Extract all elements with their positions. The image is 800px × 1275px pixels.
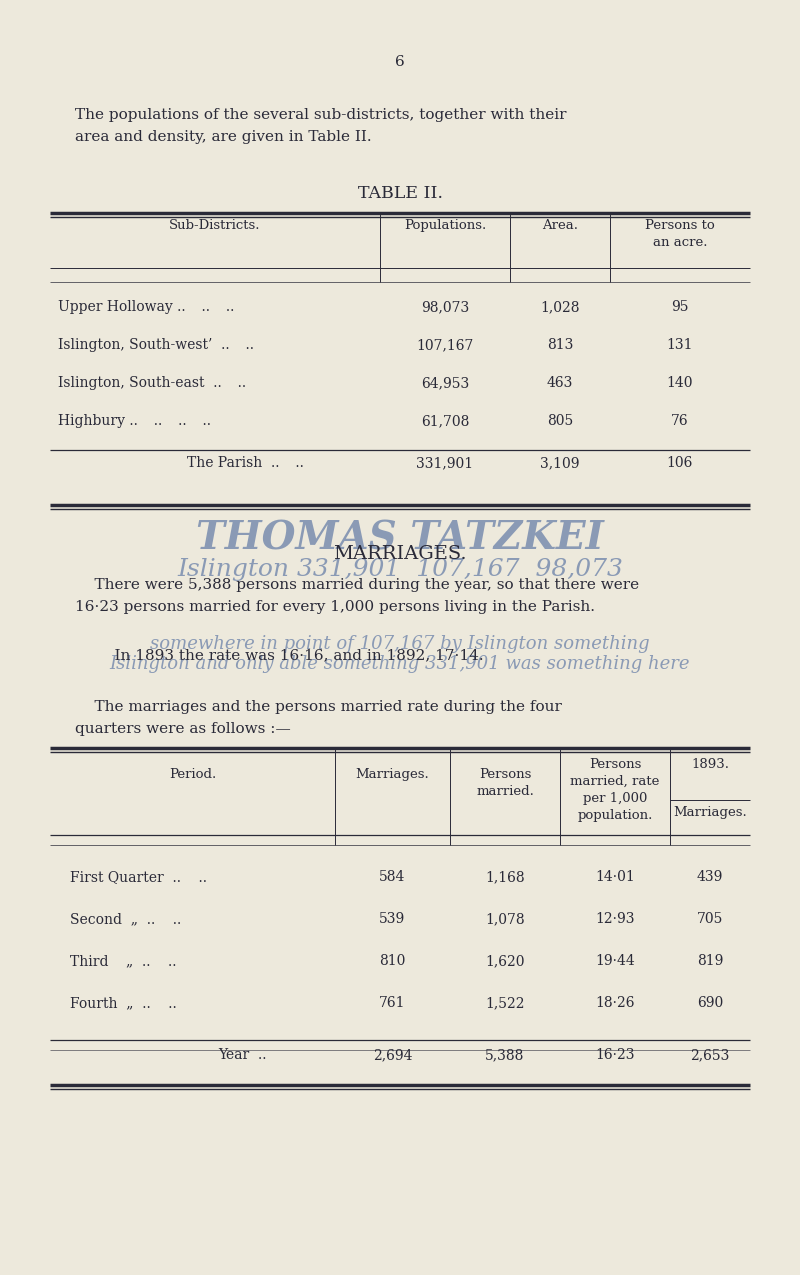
Text: 5,388: 5,388 (486, 1048, 525, 1062)
Text: Third    „  ..    ..: Third „ .. .. (70, 954, 177, 968)
Text: Upper Holloway ..    ..    ..: Upper Holloway .. .. .. (58, 300, 234, 314)
Text: 761: 761 (379, 996, 406, 1010)
Text: 19·44: 19·44 (595, 954, 635, 968)
Text: The Parish  ..    ..: The Parish .. .. (186, 456, 303, 470)
Text: In 1893 the rate was 16·16, and in 1892, 17·14.: In 1893 the rate was 16·16, and in 1892,… (95, 648, 484, 662)
Text: 584: 584 (379, 870, 406, 884)
Text: 1,620: 1,620 (486, 954, 525, 968)
Text: 1,522: 1,522 (486, 996, 525, 1010)
Text: 140: 140 (666, 376, 694, 390)
Text: Islington 331,901  107,167  98,073: Islington 331,901 107,167 98,073 (177, 558, 623, 581)
Text: Populations.: Populations. (404, 219, 486, 232)
Text: 805: 805 (547, 414, 573, 428)
Text: There were 5,388 persons married during the year, so that there were: There were 5,388 persons married during … (75, 578, 639, 592)
Text: TABLE II.: TABLE II. (358, 185, 442, 201)
Text: 819: 819 (697, 954, 723, 968)
Text: 2,694: 2,694 (373, 1048, 412, 1062)
Text: Persons to
an acre.: Persons to an acre. (645, 219, 715, 249)
Text: Marriages.: Marriages. (673, 806, 747, 819)
Text: 131: 131 (666, 338, 694, 352)
Text: Persons
married, rate
per 1,000
population.: Persons married, rate per 1,000 populati… (570, 759, 660, 822)
Text: Islington, South-east  ..    ..: Islington, South-east .. .. (58, 376, 246, 390)
Text: 107,167: 107,167 (416, 338, 474, 352)
Text: 61,708: 61,708 (421, 414, 469, 428)
Text: 705: 705 (697, 912, 723, 926)
Text: 12·93: 12·93 (595, 912, 634, 926)
Text: Islington, South-west’  ..    ..: Islington, South-west’ .. .. (58, 338, 254, 352)
Text: First Quarter  ..    ..: First Quarter .. .. (70, 870, 207, 884)
Text: 463: 463 (547, 376, 573, 390)
Text: Fourth  „  ..    ..: Fourth „ .. .. (70, 996, 177, 1010)
Text: THOMAS TATZKEI: THOMAS TATZKEI (196, 520, 604, 558)
Text: Area.: Area. (542, 219, 578, 232)
Text: 539: 539 (379, 912, 406, 926)
Text: area and density, are given in Table II.: area and density, are given in Table II. (75, 130, 372, 144)
Text: The marriages and the persons married rate during the four: The marriages and the persons married ra… (75, 700, 562, 714)
Text: 98,073: 98,073 (421, 300, 469, 314)
Text: 1,028: 1,028 (540, 300, 580, 314)
Text: 813: 813 (547, 338, 573, 352)
Text: 2,653: 2,653 (690, 1048, 730, 1062)
Text: 16·23 persons married for every 1,000 persons living in the Parish.: 16·23 persons married for every 1,000 pe… (75, 601, 595, 615)
Text: Islington and only able something 331,901 was something here: Islington and only able something 331,90… (110, 655, 690, 673)
Text: 1893.: 1893. (691, 759, 729, 771)
Text: 331,901: 331,901 (417, 456, 474, 470)
Text: somewhere in point of 107,167 by Islington something: somewhere in point of 107,167 by Islingt… (150, 635, 650, 653)
Text: The populations of the several sub-districts, together with their: The populations of the several sub-distr… (75, 108, 566, 122)
Text: 16·23: 16·23 (595, 1048, 634, 1062)
Text: 95: 95 (671, 300, 689, 314)
Text: Sub-Districts.: Sub-Districts. (170, 219, 261, 232)
Text: 106: 106 (667, 456, 693, 470)
Text: Marriages.: Marriages. (356, 768, 430, 782)
Text: 810: 810 (379, 954, 406, 968)
Text: 6: 6 (395, 55, 405, 69)
Text: 18·26: 18·26 (595, 996, 634, 1010)
Text: MARRIAGES.: MARRIAGES. (333, 544, 467, 564)
Text: Highbury ..    ..    ..    ..: Highbury .. .. .. .. (58, 414, 211, 428)
Text: 1,168: 1,168 (485, 870, 525, 884)
Text: Year  ..: Year .. (218, 1048, 266, 1062)
Text: 14·01: 14·01 (595, 870, 635, 884)
Text: 76: 76 (671, 414, 689, 428)
Text: 3,109: 3,109 (540, 456, 580, 470)
Text: Persons
married.: Persons married. (476, 768, 534, 798)
Text: 1,078: 1,078 (485, 912, 525, 926)
Text: 64,953: 64,953 (421, 376, 469, 390)
Text: Second  „  ..    ..: Second „ .. .. (70, 912, 182, 926)
Text: quarters were as follows :—: quarters were as follows :— (75, 722, 290, 736)
Text: Period.: Period. (169, 768, 216, 782)
Text: 690: 690 (697, 996, 723, 1010)
Text: 439: 439 (697, 870, 723, 884)
